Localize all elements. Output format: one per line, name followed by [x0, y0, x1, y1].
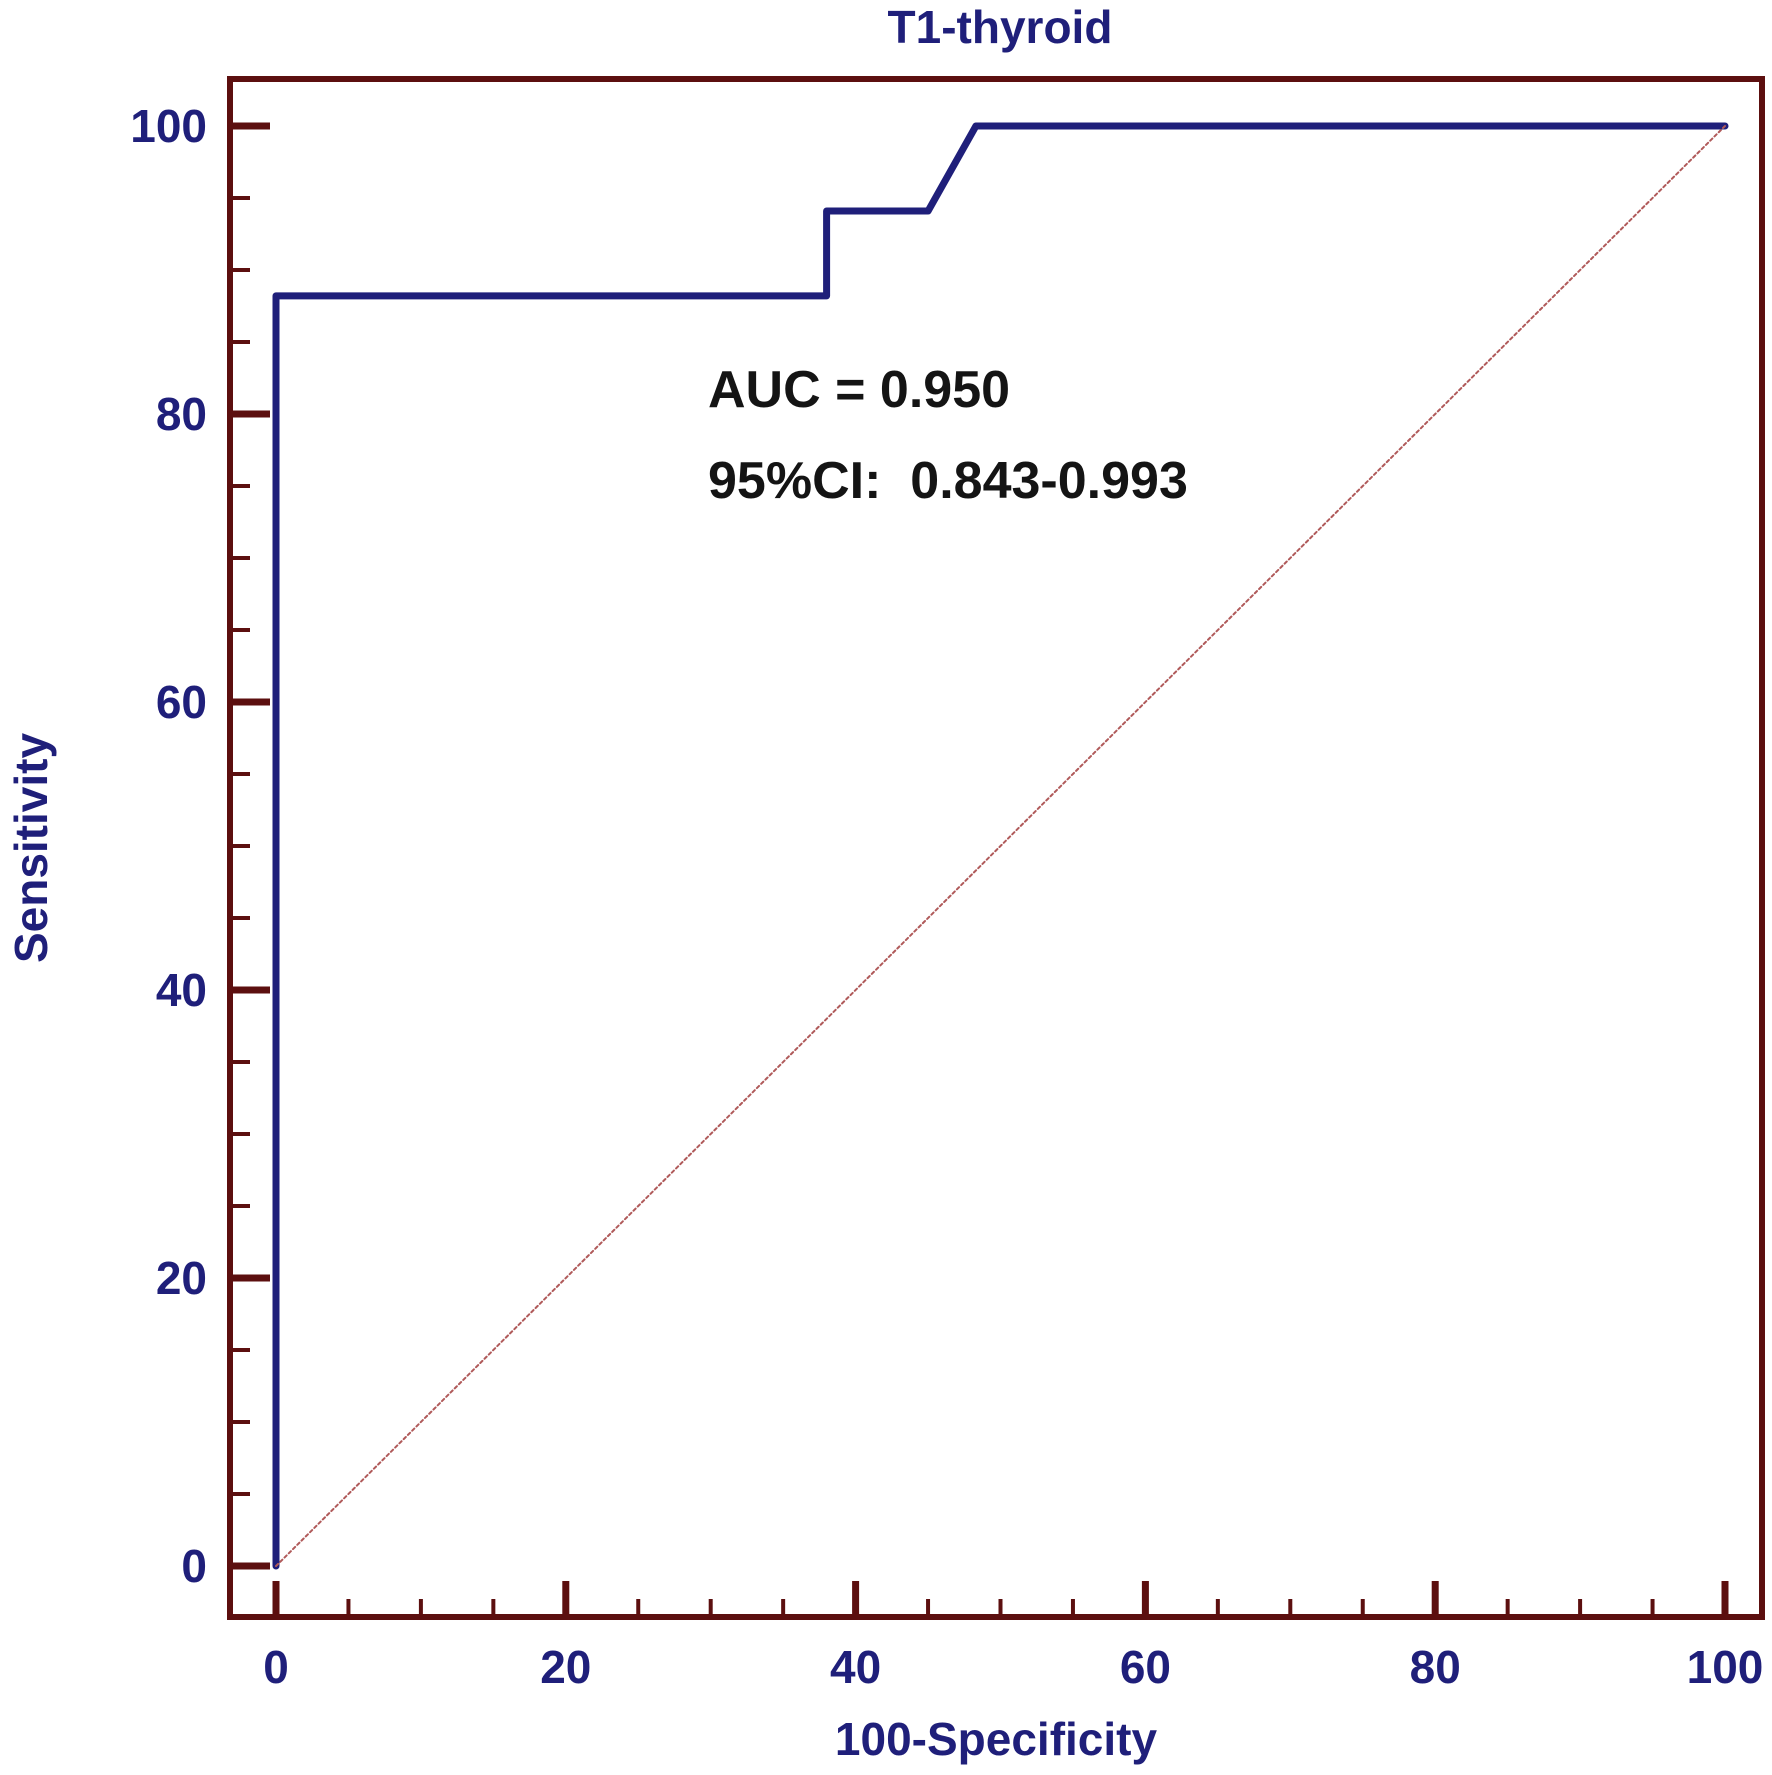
y-tick-label: 100 [130, 100, 207, 152]
x-tick-label: 40 [830, 1641, 881, 1693]
chart-title: T1-thyroid [888, 1, 1113, 53]
plot-frame [227, 76, 1765, 1620]
y-axis-title: Sensitivity [5, 733, 57, 964]
y-tick-label: 20 [156, 1252, 207, 1304]
x-tick-label: 0 [263, 1641, 289, 1693]
x-axis-title: 100-Specificity [835, 1713, 1158, 1765]
y-axis-ticks [230, 122, 270, 1570]
series-layer [272, 122, 1729, 1570]
x-tick-label: 60 [1120, 1641, 1171, 1693]
x-axis-ticks [272, 1581, 1729, 1617]
x-tick-label: 20 [540, 1641, 591, 1693]
y-tick-label: 0 [181, 1540, 207, 1592]
roc-curve-line [272, 122, 1729, 1570]
y-tick-label: 60 [156, 676, 207, 728]
auc-annotation: AUC = 0.950 [708, 361, 1010, 419]
ci-annotation: 95%CI: 0.843-0.993 [708, 452, 1188, 510]
x-tick-label: 80 [1410, 1641, 1461, 1693]
reference-diagonal-line [275, 125, 1726, 1567]
x-tick-label: 100 [1687, 1641, 1764, 1693]
x-axis-tick-labels: 0 20 40 60 80 100 [263, 1641, 1763, 1693]
y-axis-tick-labels: 0 20 40 60 80 100 [130, 100, 207, 1592]
y-tick-label: 80 [156, 388, 207, 440]
y-tick-label: 40 [156, 964, 207, 1016]
